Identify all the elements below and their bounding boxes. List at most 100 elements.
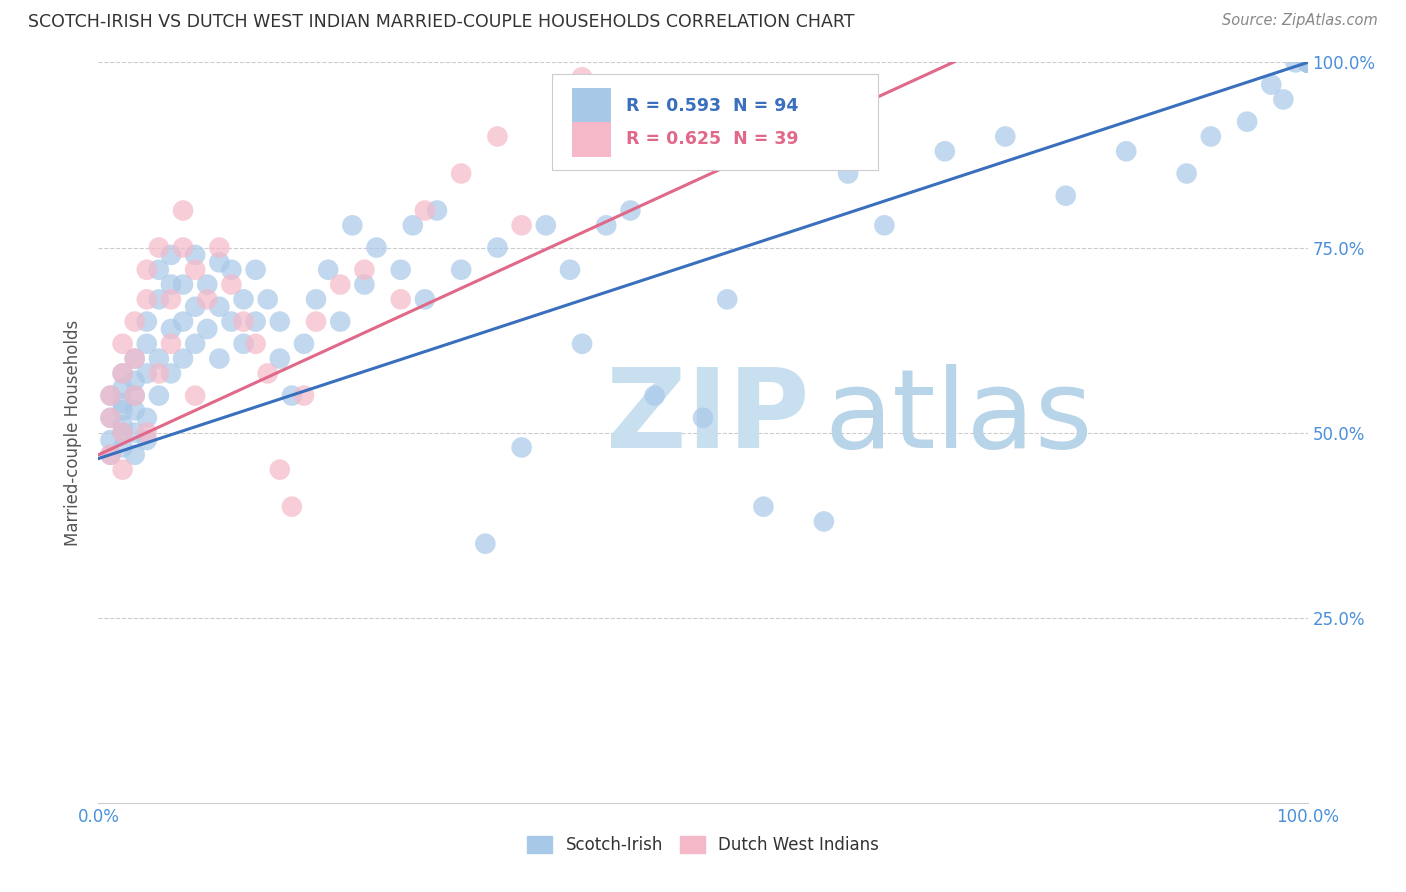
- Scotch-Irish: [1296, 55, 1319, 70]
- Scotch-Irish: [245, 262, 267, 277]
- Dutch West Indians: [100, 388, 122, 402]
- Scotch-Irish: [160, 322, 183, 336]
- Scotch-Irish: [1296, 55, 1319, 70]
- Scotch-Irish: [172, 277, 194, 292]
- Scotch-Irish: [256, 293, 278, 307]
- Scotch-Irish: [245, 314, 267, 328]
- Dutch West Indians: [256, 367, 278, 381]
- Dutch West Indians: [111, 425, 134, 440]
- Scotch-Irish: [111, 425, 134, 440]
- Scotch-Irish: [100, 433, 122, 447]
- Dutch West Indians: [292, 388, 315, 402]
- Scotch-Irish: [1296, 55, 1319, 70]
- Scotch-Irish: [184, 248, 207, 262]
- Scotch-Irish: [160, 277, 183, 292]
- Dutch West Indians: [245, 336, 267, 351]
- Dutch West Indians: [135, 293, 157, 307]
- Scotch-Irish: [124, 351, 146, 366]
- Scotch-Irish: [486, 240, 509, 255]
- Scotch-Irish: [135, 410, 157, 425]
- Dutch West Indians: [135, 262, 157, 277]
- Scotch-Irish: [305, 293, 328, 307]
- Scotch-Irish: [269, 351, 291, 366]
- Dutch West Indians: [148, 367, 170, 381]
- FancyBboxPatch shape: [551, 73, 879, 169]
- Scotch-Irish: [402, 219, 425, 233]
- Scotch-Irish: [269, 314, 291, 328]
- Dutch West Indians: [305, 314, 328, 328]
- Scotch-Irish: [366, 240, 388, 255]
- Dutch West Indians: [160, 293, 183, 307]
- Scotch-Irish: [124, 403, 146, 417]
- Scotch-Irish: [534, 219, 557, 233]
- FancyBboxPatch shape: [572, 121, 612, 157]
- Scotch-Irish: [148, 351, 170, 366]
- Dutch West Indians: [100, 410, 122, 425]
- Scotch-Irish: [208, 351, 231, 366]
- Scotch-Irish: [1199, 129, 1222, 144]
- Scotch-Irish: [111, 381, 134, 395]
- Dutch West Indians: [111, 462, 134, 476]
- Scotch-Irish: [111, 418, 134, 433]
- Dutch West Indians: [486, 129, 509, 144]
- FancyBboxPatch shape: [572, 88, 612, 124]
- Scotch-Irish: [135, 336, 157, 351]
- Scotch-Irish: [221, 314, 243, 328]
- Scotch-Irish: [184, 300, 207, 314]
- Dutch West Indians: [124, 351, 146, 366]
- Scotch-Irish: [195, 322, 218, 336]
- Dutch West Indians: [124, 314, 146, 328]
- Scotch-Irish: [1260, 78, 1282, 92]
- Scotch-Irish: [221, 262, 243, 277]
- Scotch-Irish: [111, 396, 134, 410]
- Scotch-Irish: [450, 262, 472, 277]
- Scotch-Irish: [100, 448, 122, 462]
- Scotch-Irish: [426, 203, 449, 218]
- Scotch-Irish: [111, 367, 134, 381]
- Scotch-Irish: [716, 293, 738, 307]
- Dutch West Indians: [329, 277, 352, 292]
- Scotch-Irish: [837, 166, 859, 180]
- Scotch-Irish: [124, 448, 146, 462]
- Dutch West Indians: [184, 262, 207, 277]
- Scotch-Irish: [752, 500, 775, 514]
- Text: ZIP: ZIP: [606, 364, 810, 471]
- Scotch-Irish: [111, 403, 134, 417]
- Legend: Scotch-Irish, Dutch West Indians: Scotch-Irish, Dutch West Indians: [520, 830, 886, 861]
- Scotch-Irish: [342, 219, 364, 233]
- Scotch-Irish: [510, 441, 533, 455]
- Scotch-Irish: [124, 388, 146, 402]
- Scotch-Irish: [389, 262, 412, 277]
- Scotch-Irish: [100, 410, 122, 425]
- Scotch-Irish: [195, 277, 218, 292]
- Dutch West Indians: [195, 293, 218, 307]
- Dutch West Indians: [571, 70, 593, 85]
- Dutch West Indians: [148, 240, 170, 255]
- Dutch West Indians: [135, 425, 157, 440]
- Dutch West Indians: [208, 240, 231, 255]
- Scotch-Irish: [160, 367, 183, 381]
- Scotch-Irish: [558, 262, 581, 277]
- Scotch-Irish: [148, 388, 170, 402]
- Dutch West Indians: [111, 336, 134, 351]
- Scotch-Irish: [692, 410, 714, 425]
- Dutch West Indians: [510, 219, 533, 233]
- Scotch-Irish: [353, 277, 375, 292]
- Dutch West Indians: [413, 203, 436, 218]
- Scotch-Irish: [148, 293, 170, 307]
- Text: R = 0.625  N = 39: R = 0.625 N = 39: [626, 130, 799, 148]
- Scotch-Irish: [111, 441, 134, 455]
- Scotch-Irish: [571, 336, 593, 351]
- Scotch-Irish: [329, 314, 352, 328]
- Text: SCOTCH-IRISH VS DUTCH WEST INDIAN MARRIED-COUPLE HOUSEHOLDS CORRELATION CHART: SCOTCH-IRISH VS DUTCH WEST INDIAN MARRIE…: [28, 13, 855, 31]
- Scotch-Irish: [1115, 145, 1137, 159]
- Dutch West Indians: [221, 277, 243, 292]
- Y-axis label: Married-couple Households: Married-couple Households: [65, 319, 83, 546]
- Dutch West Indians: [389, 293, 412, 307]
- Dutch West Indians: [172, 203, 194, 218]
- Scotch-Irish: [813, 515, 835, 529]
- Scotch-Irish: [135, 433, 157, 447]
- Scotch-Irish: [208, 300, 231, 314]
- Scotch-Irish: [1054, 188, 1077, 202]
- Scotch-Irish: [148, 262, 170, 277]
